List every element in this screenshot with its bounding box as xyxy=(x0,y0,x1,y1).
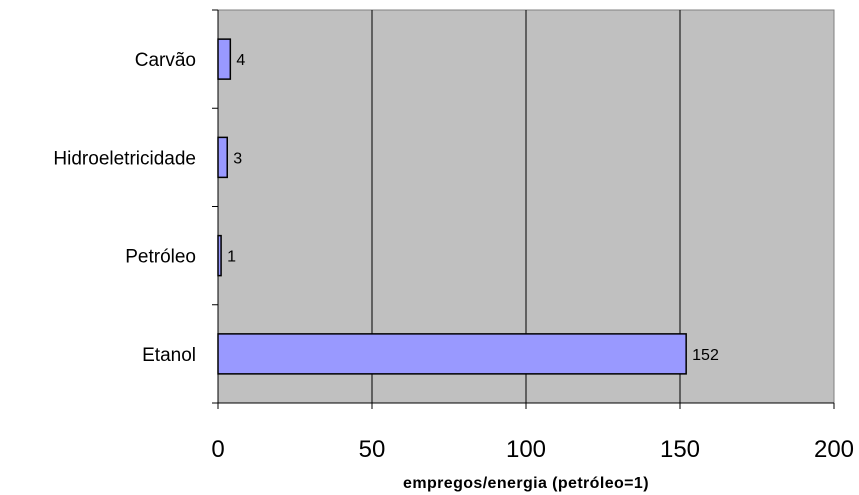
category-label-petroleo: Petróleo xyxy=(125,247,196,268)
x-axis-title: empregos/energia (petróleo=1) xyxy=(403,475,649,492)
bar-etanol xyxy=(217,333,687,375)
category-label-carvao: Carvão xyxy=(135,50,196,71)
data-label-carvao: 4 xyxy=(236,52,245,69)
x-tick-label-0: 0 xyxy=(211,436,224,463)
x-tick-label-100: 100 xyxy=(506,436,546,463)
data-labels: 4 3 1 152 xyxy=(227,52,719,364)
x-tick-label-150: 150 xyxy=(660,436,700,463)
data-label-etanol: 152 xyxy=(692,347,719,364)
data-label-hidroeletricidade: 3 xyxy=(233,150,242,167)
x-tick-label-200: 200 xyxy=(814,436,854,463)
category-label-etanol: Etanol xyxy=(142,345,196,366)
x-tick-label-50: 50 xyxy=(359,436,386,463)
bar-hidroeletricidade xyxy=(217,136,228,179)
value-axis: 0 50 100 150 200 xyxy=(211,402,854,463)
data-label-petroleo: 1 xyxy=(227,249,236,266)
bar-carvao xyxy=(217,38,232,80)
category-label-hidroeletricidade: Hidroeletricidade xyxy=(53,148,196,169)
category-axis: Carvão Hidroeletricidade Petróleo Etanol xyxy=(53,9,219,404)
